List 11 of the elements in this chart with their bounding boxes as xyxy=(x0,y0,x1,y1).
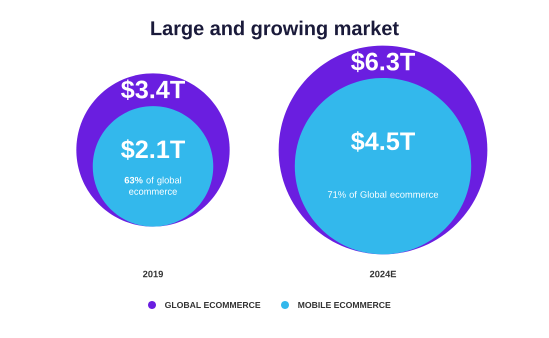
category-label: 2024E xyxy=(370,270,396,278)
text: Large and growing market xyxy=(151,20,399,40)
category-label: 2019 xyxy=(142,270,163,278)
data-label: $4.5T xyxy=(351,131,415,152)
legend-label: GLOBAL ECOMMERCE xyxy=(165,302,260,308)
data-label: $3.4T xyxy=(121,79,185,100)
text: 71% of Global ecommerce xyxy=(328,190,438,198)
data-label: $2.1T xyxy=(121,139,185,160)
legend-label: MOBILE ECOMMERCE xyxy=(298,302,390,308)
data-label: $6.3T xyxy=(351,52,415,72)
text: 63% of global ecommerce xyxy=(124,176,182,195)
